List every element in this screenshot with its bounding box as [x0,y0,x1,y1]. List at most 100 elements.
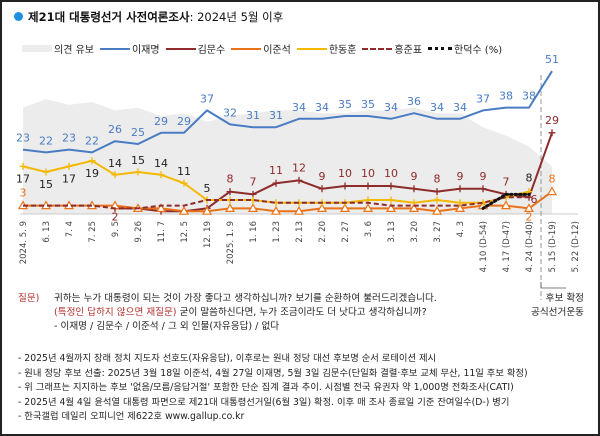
data-point-marker [316,203,328,212]
data-point-marker [134,168,142,176]
data-label: 17 [62,172,76,185]
data-label: 5 [204,182,211,195]
x-tick-label: 4. 10 (D-54) [479,221,489,272]
x-tick-label: 12. 19 [203,221,213,248]
data-label: 35 [361,98,375,111]
question-line-1: 귀하는 누가 대통령이 되는 것이 가장 좋다고 생각하십니까? 보기를 순환하… [54,293,437,304]
data-label: 29 [545,114,559,127]
x-tick-label: 9. 26 [134,221,144,243]
footnote: - 2025년 4월 4일 윤석열 대통령 파면으로 제21대 대통령선거일(6… [18,396,510,408]
data-label: 7 [250,175,257,188]
data-point-marker [364,182,372,190]
legend-item-han-ducksoo: 한덕수 (%) [428,41,502,56]
question-label: 질문) [18,293,40,304]
legend-label: 김문수 [197,45,226,56]
x-tick-label: 2024. 5. 9 [19,221,29,264]
data-label: 9 [411,170,418,183]
data-label: 35 [338,98,352,111]
data-label: 34 [453,101,467,114]
data-point-marker [385,203,397,212]
x-tick-label: 6. 13 [42,221,52,243]
data-point-marker [88,157,96,165]
legend-label: 이재명 [131,45,160,56]
data-label: 34 [430,101,444,114]
data-point-marker [410,185,418,193]
legend-swatch [428,47,453,50]
data-label: 34 [292,101,306,114]
x-tick-label: 5. 22 (D-12) [571,221,581,272]
data-label: 10 [384,167,398,180]
series-line [22,70,553,154]
legend-item-kim-moonsoo: 김문수 [165,41,226,56]
series-0: 23 22 23 22 26 25 29 29 37 32 31 31 34 34 35 35 34 36 34 34… [16,53,559,154]
data-label: 37 [476,92,490,105]
data-label: 9 [457,170,464,183]
data-point-marker [293,205,305,215]
data-label: 11 [269,164,283,177]
series-2: 3 2 8 [17,173,558,223]
data-point-marker [433,188,441,196]
x-tick-label: 3. 20 [410,221,420,243]
data-point-marker [272,179,280,187]
data-label: 34 [315,101,329,114]
data-point-marker [201,205,213,215]
data-label: 29 [154,115,168,128]
data-label: 15 [131,154,145,167]
data-point-marker [341,182,349,190]
x-tick-label: 2. 20 [318,221,328,243]
data-label: 23 [16,132,30,145]
x-tick-label: 3. 27 [433,221,443,243]
legend-item-hong-joonpyo: 홍준표 [362,41,422,56]
x-tick-label: 2. 27 [341,221,351,243]
question-reask-note: (특정인 답하지 않으면 재질문) [54,307,177,318]
data-point-marker [180,179,188,187]
footnotes: - 2025년 4월까지 장래 정치 지도자 선호도(자유응답), 이후로는 원… [18,352,528,425]
data-point-marker [155,203,167,212]
data-point-marker [546,186,558,196]
legend-swatch [296,47,327,50]
data-point-marker [19,162,27,170]
data-label: 12 [292,161,306,174]
data-point-marker [500,200,512,210]
data-point-marker [295,176,303,184]
data-label: 31 [269,109,283,122]
x-tick-label: 7. 25 [88,221,98,243]
legend-label: 홍준표 [394,45,423,56]
x-tick-label: 1. 23 [272,221,282,243]
data-point-marker [339,203,351,212]
bullet-dot-icon [14,12,23,21]
data-label: 26 [108,123,122,136]
x-tick-label: 7. 4 [65,221,75,237]
x-tick-label: 1. 16 [249,221,259,243]
x-tick-label: 4. 24 (D-40) [525,221,535,272]
data-point-marker [247,203,259,212]
data-label: 17 [16,172,30,185]
undecided-area [23,99,552,214]
data-point-marker [454,203,466,212]
side-note-line-2: 공식선거운동 [531,307,584,318]
data-point-marker [387,196,395,204]
title-main: 제21대 대통령선거 사전여론조사 [28,10,190,24]
data-point-marker [42,168,50,176]
data-point-marker [318,185,326,193]
data-label: 11 [177,165,191,178]
title-sub: : 2024년 5월 이후 [189,10,284,24]
footnote: - 위 그래프는 지지하는 후보 '없음/모름/응답거절' 포함한 단순 집계 … [18,382,514,393]
series-line [481,192,531,210]
data-point-marker [548,129,556,137]
data-point-marker [523,203,535,212]
data-label: 32 [223,106,237,119]
legend-label: 이준석 [263,45,291,56]
data-point-marker [433,196,441,204]
data-point-marker [387,182,395,190]
data-label: 2 [526,210,533,223]
data-label: 31 [246,109,260,122]
side-note: 후보 확정 공식선거운동 [531,292,584,320]
data-label: 22 [39,134,53,147]
data-point-marker [226,188,234,196]
data-point-marker [456,185,464,193]
data-label: 10 [338,167,352,180]
data-label: 6 [531,193,538,206]
